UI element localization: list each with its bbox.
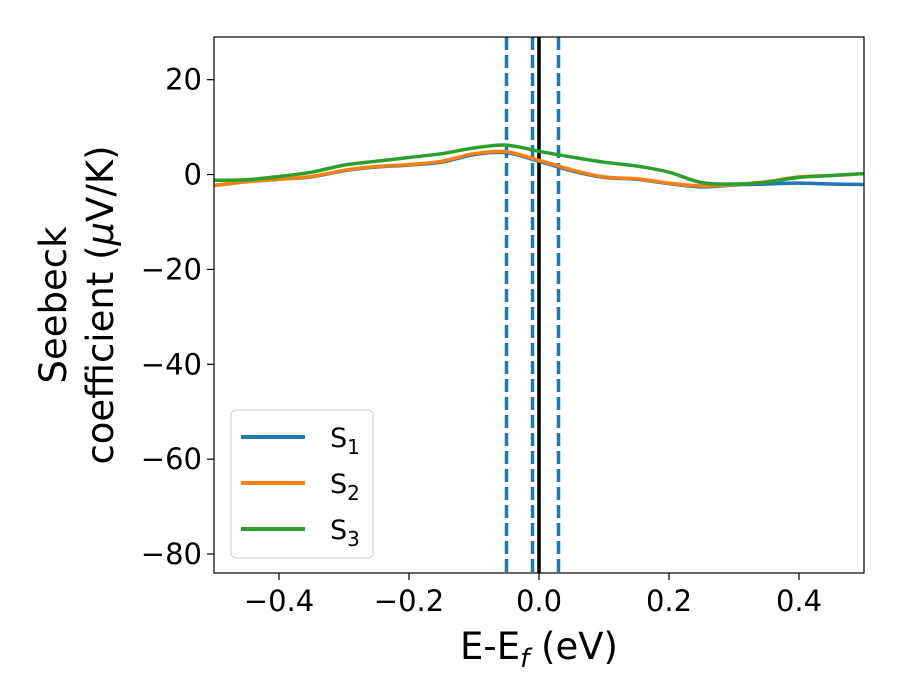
y-axis-title-line2-start: coefficient ( xyxy=(79,245,122,464)
x-tick-label: 0.2 xyxy=(646,584,692,618)
y-tick-label: 0 xyxy=(184,158,202,192)
legend-label-s3: S3 xyxy=(330,515,360,551)
y-axis-title-line2-end: V/K) xyxy=(79,145,122,221)
series-lines xyxy=(213,143,865,189)
x-axis-ticks: −0.4 −0.2 0.0 0.2 0.4 xyxy=(244,573,822,618)
x-tick-label: −0.4 xyxy=(244,584,314,618)
y-axis-title-line2: coefficient (μV/K) xyxy=(79,145,122,464)
x-tick-label: 0.0 xyxy=(516,584,562,618)
x-axis-title-main: E-E xyxy=(460,625,520,668)
x-axis-title-unit: (eV) xyxy=(529,625,618,668)
legend-entries: S1 S2 S3 xyxy=(241,423,360,551)
y-tick-label: −80 xyxy=(141,537,202,571)
series-line-s3 xyxy=(213,143,865,186)
x-tick-label: 0.4 xyxy=(776,584,822,618)
y-axis-title-line1: Seebeck xyxy=(32,226,75,384)
y-axis-title-mu: μ xyxy=(79,222,122,247)
y-tick-label: 20 xyxy=(165,63,202,97)
y-tick-label: −20 xyxy=(141,252,202,286)
y-tick-label: −40 xyxy=(141,347,202,381)
x-tick-label: −0.2 xyxy=(374,584,444,618)
y-tick-label: −60 xyxy=(141,442,202,476)
legend-label-s2: S2 xyxy=(330,469,360,505)
y-axis-ticks: 20 0 −20 −40 −60 −80 xyxy=(141,63,214,571)
vertical-reference-lines xyxy=(504,37,561,573)
x-axis-title: E-Ef (eV) xyxy=(460,625,618,674)
legend-label-s1: S1 xyxy=(330,423,360,459)
legend: S1 S2 S3 xyxy=(230,409,374,559)
